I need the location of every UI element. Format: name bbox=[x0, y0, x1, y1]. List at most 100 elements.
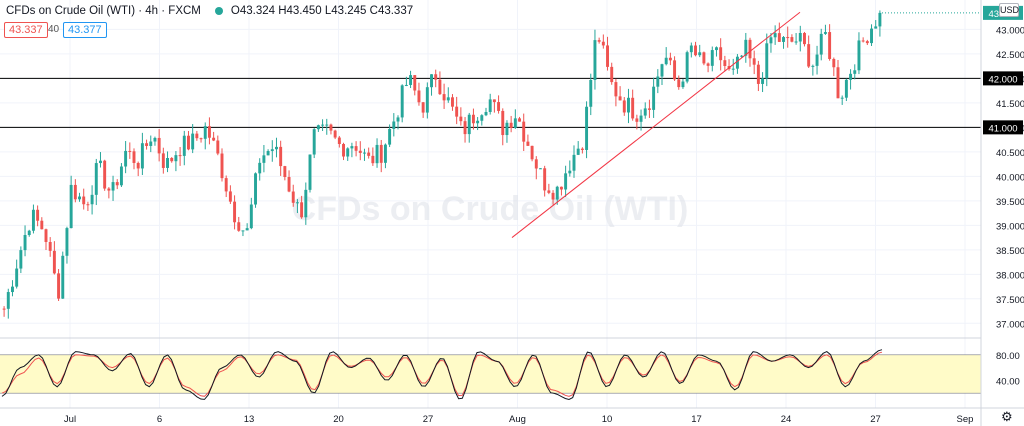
candle-body bbox=[467, 114, 471, 135]
candle-body bbox=[212, 137, 216, 141]
price-tick-label: 37.000 bbox=[996, 319, 1024, 330]
candle-body bbox=[618, 96, 622, 101]
candle-body bbox=[471, 114, 475, 124]
price-tick-label: 41.500 bbox=[996, 99, 1024, 110]
candle-body bbox=[203, 126, 207, 139]
candle-body bbox=[572, 154, 576, 171]
candle-body bbox=[308, 154, 312, 190]
time-axis-label: Sep bbox=[957, 414, 974, 425]
candle-body bbox=[878, 12, 882, 27]
symbol-title[interactable]: CFDs on Crude Oil (WTI) · 4h · FXCM bbox=[6, 5, 201, 17]
candle-body bbox=[643, 108, 647, 116]
candle-body bbox=[631, 97, 635, 119]
candle-body bbox=[463, 121, 467, 135]
candle-body bbox=[735, 56, 739, 69]
candle-body bbox=[342, 143, 345, 157]
candle-body bbox=[849, 73, 853, 80]
candle-body bbox=[262, 155, 266, 163]
candle-body bbox=[321, 124, 325, 126]
candle-body bbox=[731, 68, 735, 70]
candle-body bbox=[136, 162, 140, 169]
candle-body bbox=[505, 122, 509, 136]
candle-body bbox=[82, 196, 86, 205]
candle-body bbox=[23, 235, 27, 251]
candle-body bbox=[606, 45, 609, 67]
candle-body bbox=[681, 81, 685, 88]
candle-body bbox=[476, 120, 480, 124]
candle-body bbox=[149, 141, 153, 146]
candle-body bbox=[417, 90, 421, 103]
candle-body bbox=[526, 141, 530, 146]
candle-body bbox=[509, 122, 513, 128]
candle-body bbox=[166, 158, 169, 168]
candle-body bbox=[480, 115, 484, 121]
candle-body bbox=[870, 28, 873, 44]
candle-body bbox=[178, 155, 182, 157]
candle-body bbox=[534, 159, 538, 169]
candle-body bbox=[107, 188, 111, 191]
gear-icon[interactable]: ⚙ bbox=[1001, 409, 1013, 424]
candle-body bbox=[840, 97, 844, 99]
candle-body bbox=[530, 145, 534, 160]
candle-body bbox=[153, 137, 157, 142]
candle-body bbox=[438, 79, 442, 95]
currency-button[interactable]: USD bbox=[999, 3, 1020, 17]
price-tick-label: 38.000 bbox=[996, 270, 1024, 281]
candle-body bbox=[354, 146, 358, 151]
candle-body bbox=[346, 148, 350, 157]
candle-body bbox=[316, 125, 320, 130]
candle-body bbox=[254, 173, 257, 205]
candle-body bbox=[300, 202, 304, 218]
price-tick-label: 40.000 bbox=[996, 172, 1024, 183]
candle-body bbox=[57, 273, 61, 299]
candle-body bbox=[128, 150, 132, 152]
candle-body bbox=[304, 189, 308, 218]
candle-body bbox=[371, 155, 375, 164]
candle-body bbox=[794, 41, 798, 43]
candle-body bbox=[124, 150, 128, 167]
candle-body bbox=[861, 40, 865, 42]
candle-body bbox=[539, 168, 542, 170]
candle-body bbox=[547, 190, 551, 193]
time-axis-label: Aug bbox=[509, 414, 526, 425]
candle-body bbox=[622, 100, 626, 113]
candle-body bbox=[430, 74, 433, 88]
candle-body bbox=[685, 52, 689, 82]
candle-body bbox=[207, 126, 211, 138]
candle-body bbox=[627, 97, 630, 113]
candle-body bbox=[287, 177, 291, 192]
candle-body bbox=[555, 186, 559, 200]
candle-body bbox=[111, 182, 115, 191]
candle-body bbox=[656, 76, 660, 87]
candle-body bbox=[513, 118, 517, 128]
candle-body bbox=[48, 241, 52, 251]
sell-price-button[interactable]: 43.337 bbox=[4, 22, 48, 38]
candle-body bbox=[807, 44, 811, 67]
candle-body bbox=[635, 118, 639, 122]
buy-price-button[interactable]: 43.377 bbox=[63, 22, 107, 38]
candle-body bbox=[497, 102, 501, 111]
candle-body bbox=[333, 130, 337, 138]
stochastic-k-line bbox=[1, 349, 883, 401]
candle-body bbox=[363, 152, 366, 154]
candle-body bbox=[501, 110, 505, 136]
candle-body bbox=[115, 182, 119, 186]
candle-body bbox=[874, 26, 878, 29]
candle-body bbox=[459, 116, 463, 122]
candle-body bbox=[103, 160, 107, 189]
candle-body bbox=[400, 85, 404, 118]
oscillator-tick-label: 80.00 bbox=[996, 351, 1020, 362]
candle-body bbox=[815, 54, 819, 66]
candle-body bbox=[790, 37, 794, 42]
candle-body bbox=[36, 209, 40, 221]
trendline bbox=[511, 11, 801, 238]
candle-body bbox=[11, 286, 14, 293]
candle-body bbox=[40, 220, 44, 230]
candle-body bbox=[647, 108, 651, 110]
level-label: 41.000 bbox=[988, 123, 1017, 134]
level-label-bg bbox=[983, 120, 1023, 135]
time-axis-label: 20 bbox=[333, 414, 344, 425]
candle-body bbox=[828, 32, 832, 59]
